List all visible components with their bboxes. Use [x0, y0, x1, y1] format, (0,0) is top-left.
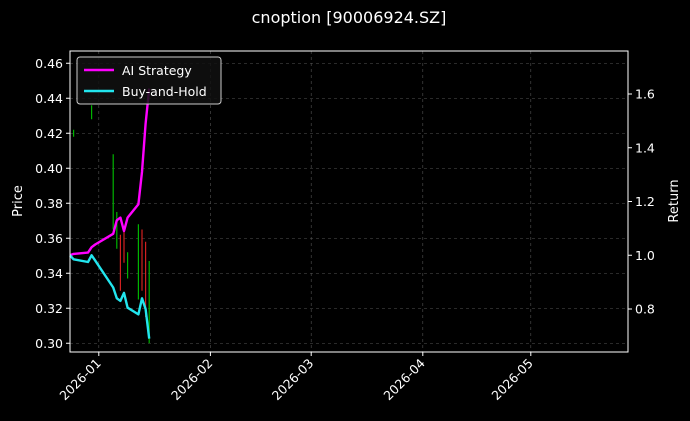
y-right-tick-label: 1.4	[635, 140, 655, 155]
y-axis-label-left: Price	[11, 185, 26, 217]
y-left-tick-label: 0.34	[35, 266, 63, 281]
y-axis-label-right: Return	[667, 179, 682, 222]
series-line	[69, 254, 151, 339]
legend-box	[76, 56, 222, 105]
y-left-tick-label: 0.36	[35, 231, 63, 246]
y-left-tick-label: 0.42	[35, 126, 63, 141]
legend-label: Buy-and-Hold	[122, 84, 207, 99]
y-left-tick-label: 0.40	[35, 161, 63, 176]
y-right-tick-label: 1.2	[635, 194, 655, 209]
chart-title: cnoption [90006924.SZ]	[252, 8, 447, 27]
y-left-tick-label: 0.44	[35, 91, 63, 106]
y-left-tick-label: 0.38	[35, 196, 63, 211]
y-right-tick-label: 1.6	[635, 87, 655, 102]
legend: AI Strategy Buy-and-Hold	[76, 56, 222, 105]
y-right-tick-label: 1.0	[635, 248, 655, 263]
y-left-tick-label: 0.46	[35, 56, 63, 71]
y-left-tick-label: 0.32	[35, 301, 63, 316]
legend-label: AI Strategy	[122, 63, 192, 78]
series-line	[69, 88, 151, 257]
y-right-tick-label: 0.8	[635, 302, 655, 317]
series-lines	[69, 88, 151, 339]
y-left-tick-label: 0.30	[35, 336, 63, 351]
